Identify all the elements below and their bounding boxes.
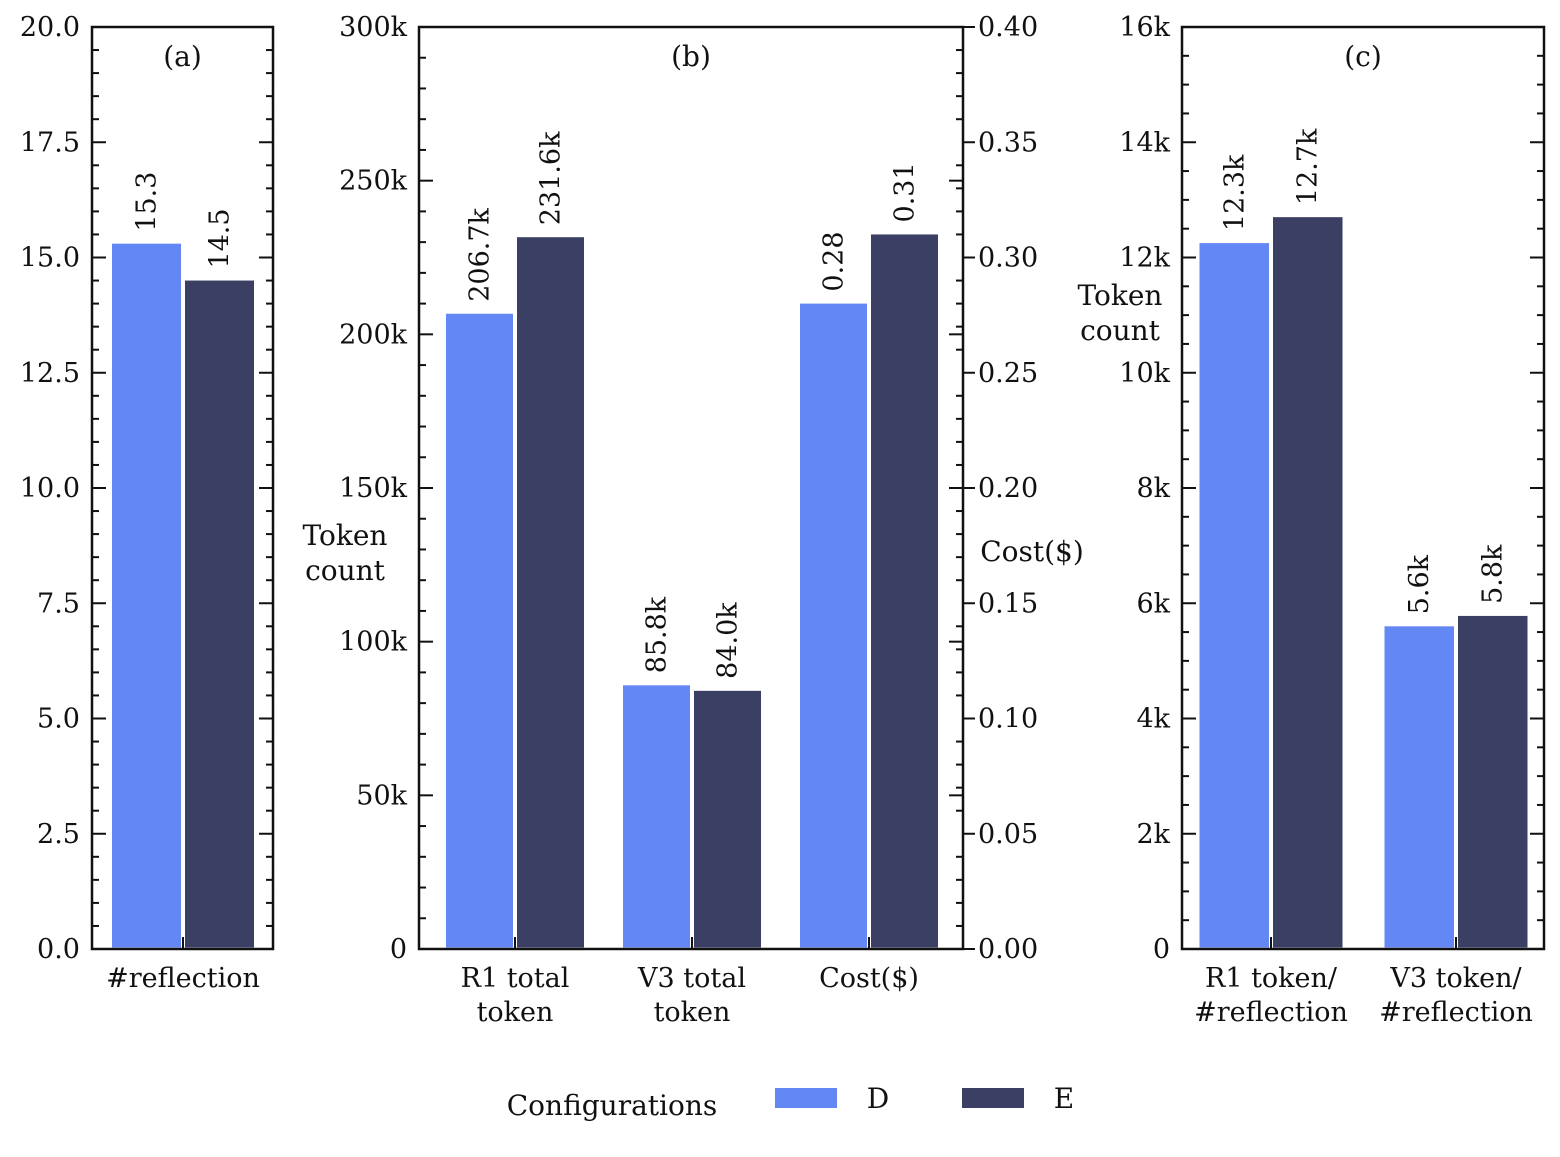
y-tick-label: 0.0 <box>37 934 80 965</box>
legend-swatch-d <box>775 1088 837 1108</box>
y-tick-label: 12.5 <box>20 358 80 389</box>
y-tick-label: 14k <box>1119 127 1170 158</box>
y2-tick-label: 0.40 <box>978 12 1038 43</box>
bar-value-label: 85.8k <box>642 596 673 673</box>
legend-title: Configurations <box>507 1089 718 1122</box>
y-tick-label: 0 <box>390 934 407 965</box>
y2-tick-label: 0.05 <box>978 819 1038 850</box>
y-tick-label: 150k <box>339 473 408 504</box>
bar-value-label: 14.5 <box>205 208 236 268</box>
y-tick-label: 2k <box>1136 819 1170 850</box>
y2-tick-label: 0.00 <box>978 934 1038 965</box>
bar-d <box>112 243 181 948</box>
bar-d <box>1384 626 1454 948</box>
y-tick-label: 10.0 <box>20 473 80 504</box>
bar-value-label: 84.0k <box>713 602 744 679</box>
panel-label: (b) <box>671 40 711 73</box>
y2-tick-label: 0.25 <box>978 358 1038 389</box>
bar-value-label: 12.7k <box>1293 128 1324 205</box>
y-tick-label: 4k <box>1136 704 1170 735</box>
y-axis-title: Token count <box>303 519 388 587</box>
y2-tick-label: 0.15 <box>978 588 1038 619</box>
bar-e <box>1458 615 1528 948</box>
bar-value-label: 5.8k <box>1478 544 1509 604</box>
x-tick-label: R1 total token <box>461 963 570 1028</box>
y-tick-label: 5.0 <box>37 704 80 735</box>
bar-value-label: 15.3 <box>132 172 163 232</box>
y-tick-label: 250k <box>339 166 408 197</box>
bar-value-label: 5.6k <box>1404 554 1435 614</box>
bar-e <box>185 280 254 948</box>
y-tick-label: 10k <box>1119 358 1170 389</box>
y-tick-label: 15.0 <box>20 243 80 274</box>
y-tick-label: 0 <box>1153 934 1170 965</box>
y2-tick-label: 0.35 <box>978 127 1038 158</box>
bar-e <box>1273 217 1343 948</box>
y-tick-label: 200k <box>339 319 408 350</box>
y-tick-label: 17.5 <box>20 127 80 158</box>
panel-b: 0 50k 100k 150k 200k 250k 300k 0.00 0.05 0.10 0.15… <box>303 12 1084 1028</box>
x-tick-label: R1 token/#reflection <box>1194 963 1348 1028</box>
x-tick-label: V3 total token <box>637 963 746 1028</box>
bar-d <box>800 303 867 948</box>
y-tick-label: 12k <box>1119 243 1170 274</box>
panel-c: 0 2k 4k 6k 8k 10k 12k 14k 16k Token count (c) 12.3k 1… <box>1078 12 1546 1028</box>
bar-d <box>446 313 513 948</box>
legend-swatch-e <box>962 1088 1024 1108</box>
y-tick-label: 8k <box>1136 473 1170 504</box>
y-tick-label: 2.5 <box>37 819 80 850</box>
y-tick-label: 7.5 <box>37 588 80 619</box>
bar-value-label: 206.7k <box>465 207 496 301</box>
legend-label-e: E <box>1054 1082 1074 1115</box>
y2-tick-label: 0.20 <box>978 473 1038 504</box>
y-tick-label: 50k <box>356 780 407 811</box>
bar-value-label: 0.31 <box>890 162 921 222</box>
y-tick-label: 100k <box>339 627 408 658</box>
bar-value-label: 0.28 <box>819 231 850 291</box>
y2-axis-title: Cost($) <box>980 535 1084 568</box>
x-tick-label: V3 token/#reflection <box>1379 963 1533 1028</box>
y2-tick-label: 0.30 <box>978 243 1038 274</box>
panel-a: 0.0 2.5 5.0 7.5 10.0 12.5 15.0 17.5 20.0 (a) 15.3 1… <box>20 12 275 994</box>
y-tick-label: 16k <box>1119 12 1170 43</box>
x-tick-label: Cost($) <box>819 963 919 994</box>
bar-e <box>694 690 761 948</box>
y-axis-title: Token count <box>1078 279 1163 347</box>
bar-d <box>1199 243 1269 948</box>
y-tick-label: 300k <box>339 12 408 43</box>
bar-e <box>871 234 938 948</box>
y-tick-label: 20.0 <box>20 12 80 43</box>
panel-label: (a) <box>163 40 202 73</box>
y2-tick-label: 0.10 <box>978 704 1038 735</box>
legend-label-d: D <box>867 1082 889 1115</box>
bar-d <box>623 685 690 948</box>
legend: Configurations D E <box>507 1082 1074 1122</box>
bar-e <box>517 237 584 948</box>
bar-value-label: 231.6k <box>536 131 567 225</box>
y-tick-label: 6k <box>1136 588 1170 619</box>
panel-label: (c) <box>1344 40 1382 73</box>
bar-value-label: 12.3k <box>1219 154 1250 231</box>
x-tick-label: #reflection <box>106 963 260 994</box>
